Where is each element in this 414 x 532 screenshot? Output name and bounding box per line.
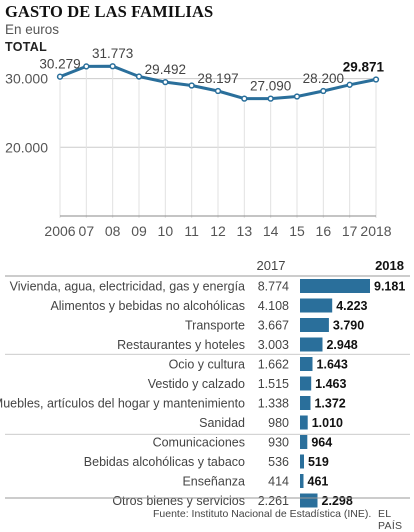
x-tick-label: 07 — [79, 223, 95, 239]
data-point — [162, 78, 169, 86]
value-2018: 1.463 — [315, 377, 346, 391]
value-2018: 2.948 — [326, 338, 357, 352]
category-label: Enseñanza — [182, 475, 245, 489]
x-tick-label: 14 — [263, 223, 279, 239]
data-label: 27.090 — [250, 79, 291, 94]
category-label: Muebles, artículos del hogar y mantenimi… — [0, 397, 245, 411]
x-tick-label: 09 — [131, 223, 147, 239]
line-chart-label: TOTAL — [5, 40, 48, 54]
column-header-2018: 2018 — [375, 258, 404, 273]
x-tick-label: 13 — [237, 223, 253, 239]
bar-2018 — [300, 415, 308, 430]
value-2017: 1.515 — [258, 377, 289, 391]
data-label: 30.279 — [39, 57, 80, 72]
source-note: Fuente: Instituto Nacional de Estadístic… — [153, 508, 372, 520]
data-point — [188, 82, 195, 89]
bar-2018 — [300, 435, 308, 449]
category-label: Comunicaciones — [153, 436, 245, 450]
data-label: 29.492 — [145, 62, 186, 77]
value-2017: 2.261 — [258, 494, 289, 508]
bar-2018 — [300, 454, 304, 469]
category-label: Transporte — [185, 319, 245, 333]
bar-2018 — [300, 337, 323, 352]
value-2018: 9.181 — [374, 280, 405, 294]
data-label: 28.200 — [303, 71, 344, 86]
bar-2018 — [300, 279, 370, 293]
bar-2018 — [300, 396, 311, 410]
bar-2018 — [300, 376, 312, 391]
value-2018: 3.790 — [333, 319, 364, 333]
data-point — [293, 93, 301, 100]
data-point — [346, 81, 353, 88]
category-label: Alimentos y bebidas no alcohólicas — [50, 299, 245, 313]
value-2017: 1.338 — [258, 397, 289, 411]
data-point — [56, 73, 64, 80]
x-tick-label: 12 — [210, 223, 226, 239]
value-2017: 8.774 — [258, 280, 289, 294]
chart-title: GASTO DE LAS FAMILIAS — [5, 2, 214, 21]
value-2017: 980 — [268, 416, 289, 430]
data-point — [241, 95, 248, 102]
bar-2018 — [300, 357, 313, 371]
data-point — [214, 87, 222, 95]
x-tick-label: 16 — [316, 223, 332, 239]
value-2018: 519 — [308, 455, 329, 469]
value-2018: 2.298 — [322, 494, 353, 508]
category-label: Ocio y cultura — [169, 358, 245, 372]
bar-2018 — [300, 318, 329, 332]
value-2018: 964 — [311, 436, 332, 450]
value-2018: 461 — [308, 475, 329, 489]
data-point — [135, 73, 143, 80]
value-2018: 1.010 — [312, 416, 343, 430]
value-2017: 414 — [268, 475, 289, 489]
bar-2018 — [300, 298, 333, 313]
y-tick-label: 20.000 — [5, 139, 48, 155]
value-2017: 4.108 — [258, 299, 289, 313]
value-2017: 536 — [268, 455, 289, 469]
x-tick-label: 2006 — [44, 223, 75, 239]
data-label: 28.197 — [197, 71, 238, 86]
data-label: 31.773 — [92, 46, 133, 61]
category-label: Vivienda, agua, electricidad, gas y ener… — [10, 280, 245, 294]
column-header-2017: 2017 — [257, 258, 286, 273]
value-2017: 3.667 — [258, 319, 289, 333]
x-tick-label: 08 — [105, 223, 121, 239]
x-tick-label: 2018 — [360, 223, 391, 239]
value-2017: 1.662 — [258, 358, 289, 372]
x-tick-label: 11 — [184, 223, 199, 239]
category-label: Otros bienes y servicios — [112, 494, 245, 508]
data-point — [109, 63, 116, 70]
x-tick-label: 17 — [342, 223, 358, 239]
x-tick-label: 10 — [158, 223, 174, 239]
chart-subtitle: En euros — [5, 22, 60, 37]
category-label: Restaurantes y hoteles — [117, 338, 245, 352]
data-point — [267, 95, 274, 102]
y-tick-label: 30.000 — [5, 71, 48, 87]
value-2018: 1.643 — [317, 358, 348, 372]
data-label: 29.871 — [343, 59, 385, 74]
value-2018: 1.372 — [314, 397, 345, 411]
x-tick-label: 15 — [289, 223, 305, 239]
value-2018: 4.223 — [336, 299, 367, 313]
value-2017: 3.003 — [258, 338, 289, 352]
data-point — [320, 87, 327, 95]
brand-logo-text: EL PAÍS — [378, 508, 403, 532]
category-label: Bebidas alcohólicas y tabaco — [84, 455, 245, 469]
data-point — [83, 63, 90, 70]
category-label: Vestido y calzado — [148, 377, 245, 391]
bar-2018 — [300, 474, 304, 488]
value-2017: 930 — [268, 436, 289, 450]
category-label: Sanidad — [199, 416, 245, 430]
data-point — [372, 76, 380, 83]
bar-2018 — [300, 493, 318, 508]
